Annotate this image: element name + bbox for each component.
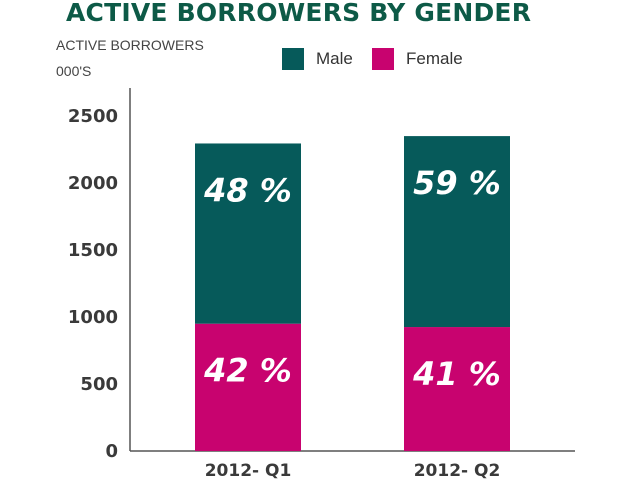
y-axis-unit: 000'S: [56, 63, 92, 79]
x-tick-label: 2012- Q2: [414, 461, 501, 480]
chart-title: ACTIVE BORROWERS BY GENDER: [66, 0, 532, 27]
y-tick-label: 1500: [68, 240, 118, 261]
bar-male-2: [404, 136, 510, 328]
data-label-female-1: 42 %: [203, 352, 292, 390]
y-tick-label: 1000: [68, 307, 118, 328]
data-label-male-2: 59 %: [413, 164, 501, 202]
legend-swatch-male: [282, 48, 304, 70]
legend-item-female: Female: [372, 48, 463, 70]
y-tick-label: 2000: [68, 173, 118, 194]
y-tick-label: 0: [105, 441, 118, 462]
y-axis-label: ACTIVE BORROWERS: [56, 37, 204, 53]
x-tick-label: 2012- Q1: [205, 461, 292, 480]
legend-item-male: Male: [282, 48, 353, 70]
data-label-female-2: 41 %: [412, 355, 501, 393]
y-tick-label: 500: [80, 374, 118, 395]
legend-label-female: Female: [406, 49, 463, 68]
legend-label-male: Male: [316, 49, 353, 68]
bar-female-1: [195, 323, 301, 451]
data-label-male-1: 48 %: [203, 171, 292, 209]
bar-male-1: [195, 143, 301, 324]
bar-female-2: [404, 327, 510, 451]
y-tick-label: 2500: [68, 106, 118, 127]
legend-swatch-female: [372, 48, 394, 70]
